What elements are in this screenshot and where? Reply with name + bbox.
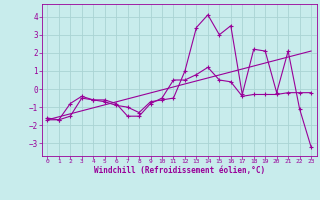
X-axis label: Windchill (Refroidissement éolien,°C): Windchill (Refroidissement éolien,°C) (94, 166, 265, 175)
